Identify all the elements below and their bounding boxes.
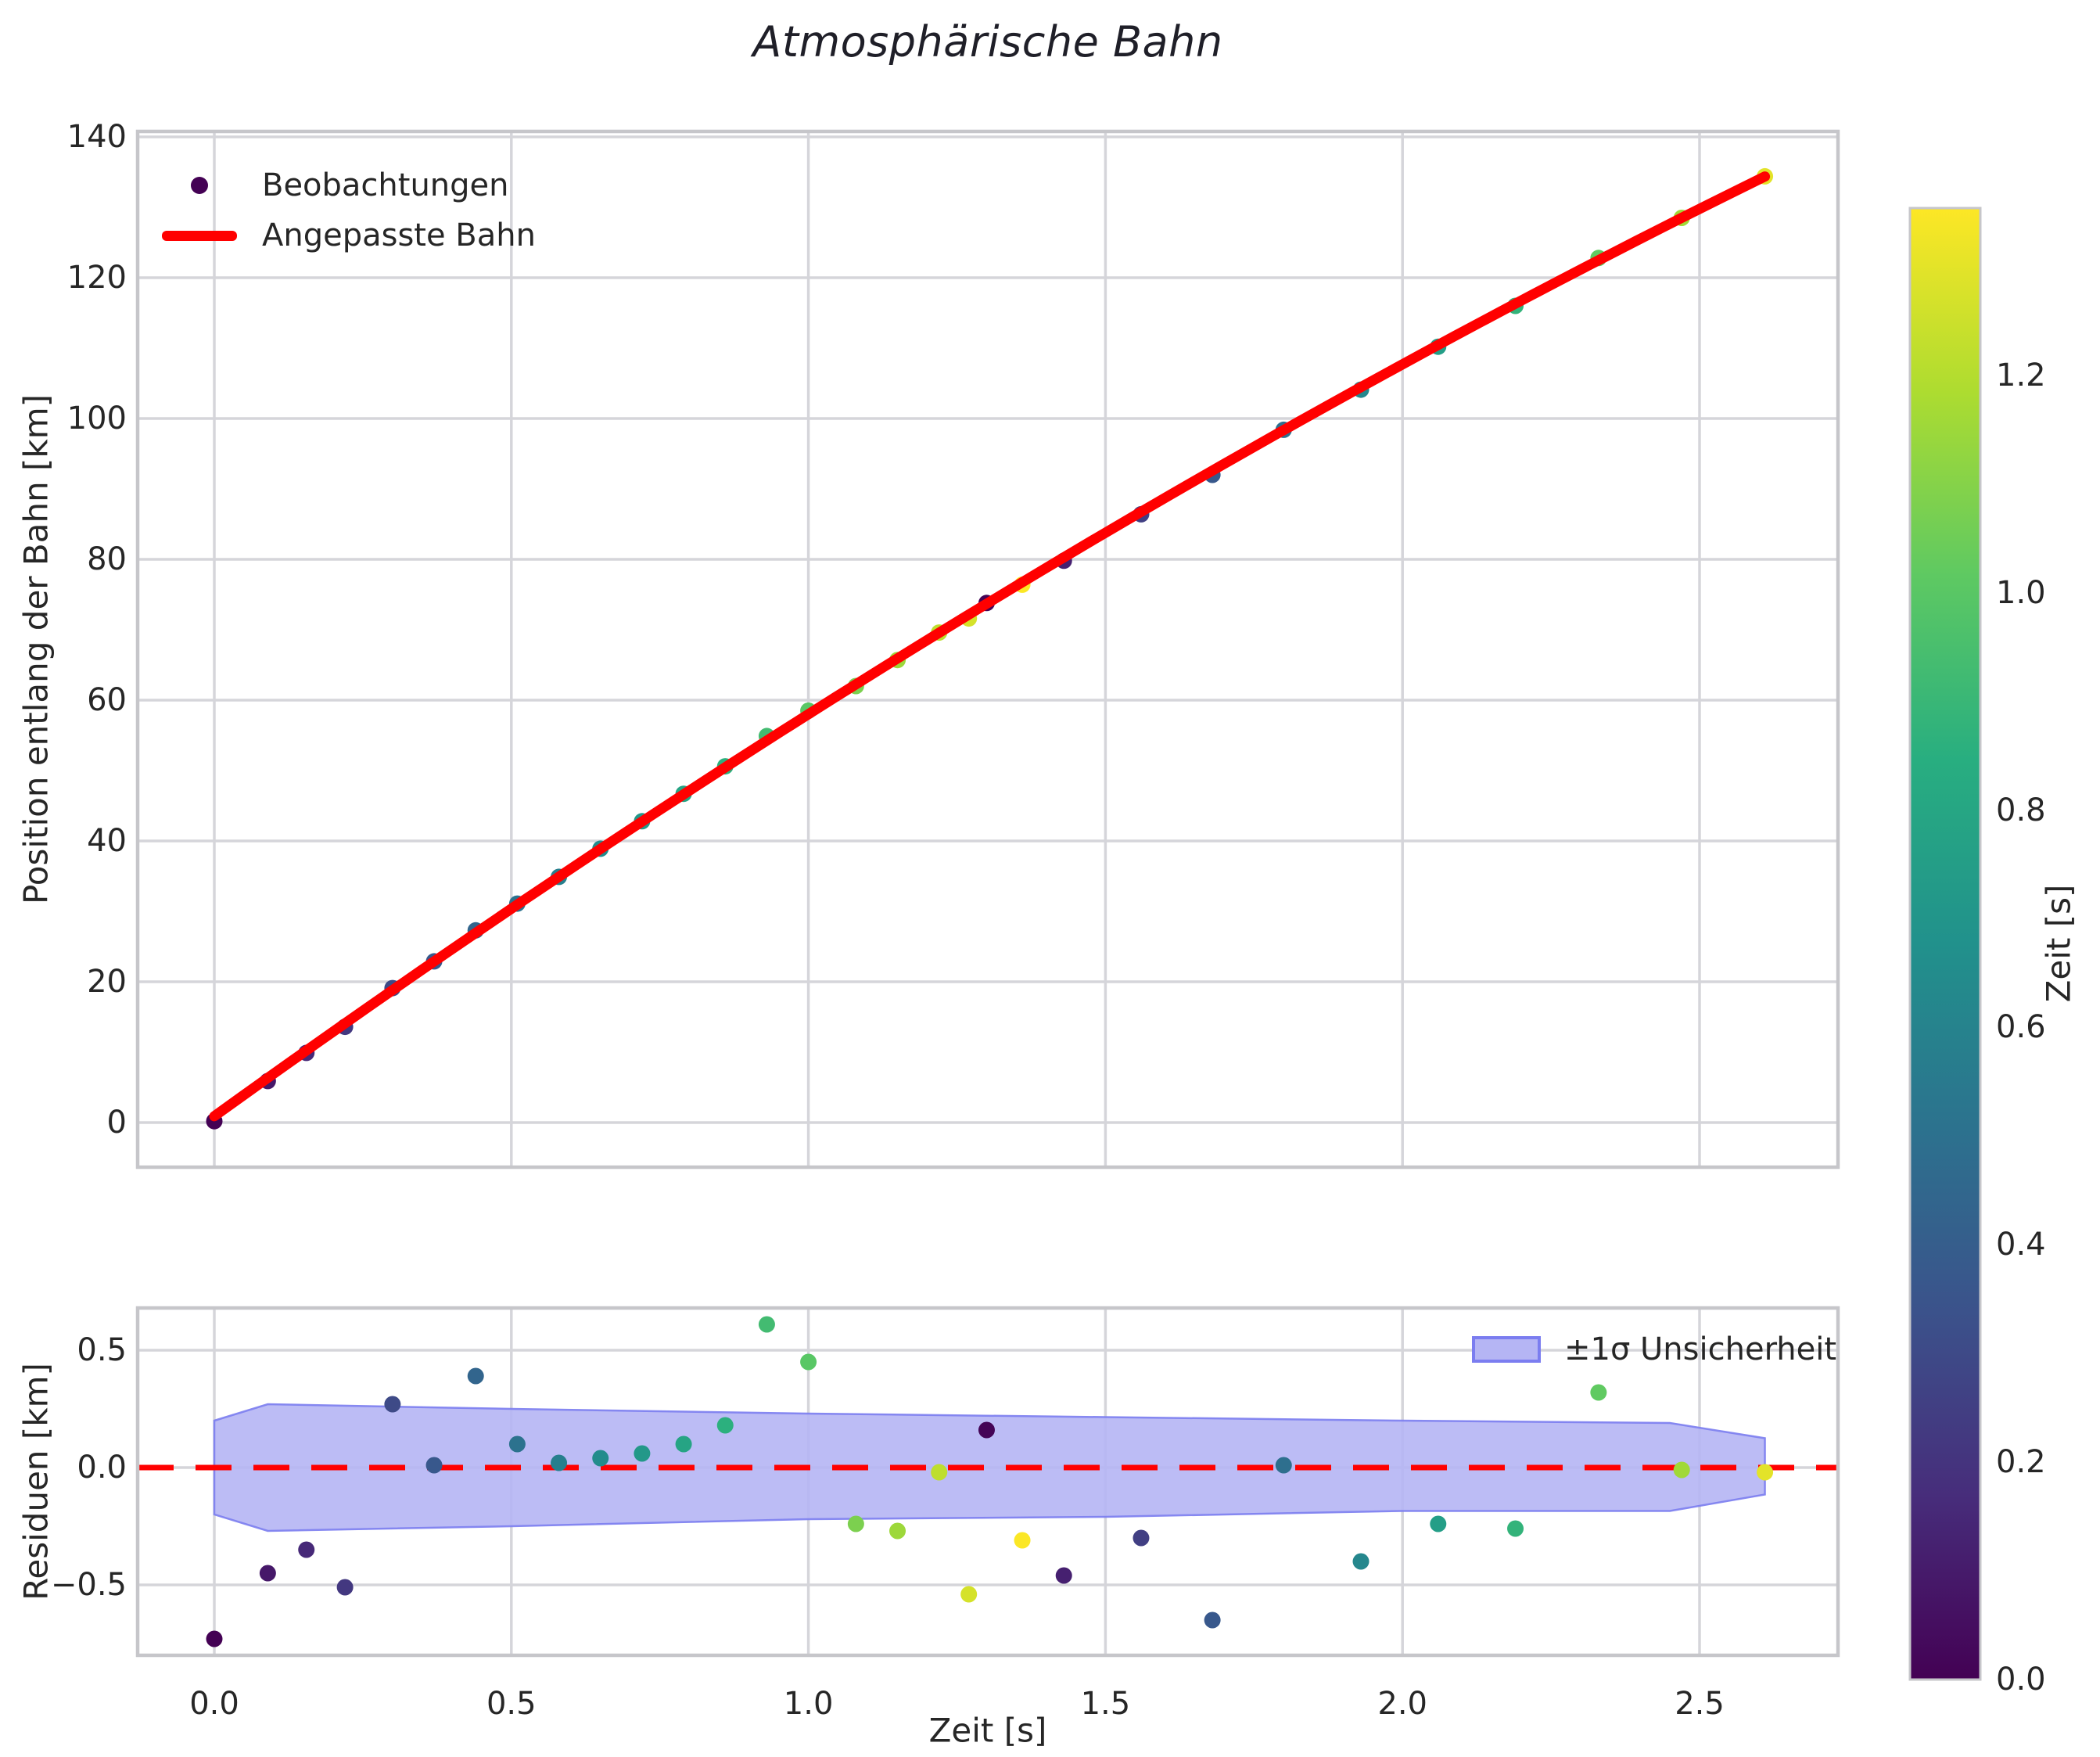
top-y-tick-label: 100	[66, 401, 127, 437]
legend-item-fitted-curve: Angepasste Bahn	[160, 210, 536, 260]
residual-point	[1673, 1461, 1690, 1479]
x-tick-label: 2.5	[1675, 1686, 1725, 1722]
residual-point	[259, 1565, 276, 1582]
fitted-curve-line-icon	[162, 230, 237, 241]
residual-point	[336, 1579, 354, 1596]
residual-point	[1275, 1457, 1292, 1474]
residual-point	[960, 1586, 978, 1603]
residual-point	[847, 1515, 864, 1532]
uncertainty-band-swatch-icon	[1472, 1336, 1541, 1363]
residual-point	[931, 1464, 948, 1481]
observations-dot-icon	[191, 177, 208, 194]
x-tick-label: 0.0	[189, 1686, 239, 1722]
legend-item-uncertainty: ±1σ Unsicherheit	[1472, 1331, 1836, 1368]
colorbar-tick-label: 0.2	[1996, 1444, 2046, 1481]
top-y-tick-label: 120	[66, 260, 127, 296]
legend-item-observations: Beobachtungen	[160, 160, 536, 210]
x-axis-label: Zeit [s]	[928, 1711, 1047, 1750]
colorbar-frame	[1908, 207, 1982, 1681]
fitted-curve	[209, 171, 1771, 1122]
legend-item-label: Beobachtungen	[262, 167, 509, 203]
residual-point	[467, 1367, 484, 1385]
legend-item-label: Angepasste Bahn	[262, 217, 536, 253]
top-y-tick-label: 140	[66, 119, 127, 155]
residual-point	[716, 1417, 734, 1434]
residual-point	[978, 1421, 995, 1439]
colorbar-tick-label: 1.0	[1996, 574, 2046, 611]
colorbar-tick-label: 0.6	[1996, 1009, 2046, 1046]
residual-point	[592, 1450, 609, 1467]
residual-y-tick-label: 0.5	[77, 1332, 127, 1368]
residual-y-tick-label: −0.5	[50, 1567, 127, 1603]
residual-point	[551, 1454, 568, 1471]
residual-point	[1430, 1515, 1447, 1532]
colorbar-tick-label: 0.4	[1996, 1227, 2046, 1263]
residual-point	[425, 1457, 443, 1474]
residual-point	[508, 1435, 526, 1453]
residual-point	[1055, 1567, 1072, 1584]
residual-point	[1757, 1464, 1774, 1481]
residual-y-axis-label: Residuen [km]	[16, 1363, 56, 1601]
top-y-axis-label: Position entlang der Bahn [km]	[16, 393, 56, 905]
residual-point	[1133, 1529, 1150, 1547]
x-tick-label: 0.5	[486, 1686, 537, 1722]
fitted-curve-marker-col	[160, 230, 239, 241]
residual-point	[1352, 1553, 1369, 1570]
x-tick-label: 2.0	[1377, 1686, 1427, 1722]
top-y-tick-label: 80	[87, 541, 127, 577]
colorbar	[1910, 208, 1980, 1680]
residual-legend: ±1σ Unsicherheit	[1472, 1331, 1836, 1368]
axes-spine	[135, 1306, 1840, 1658]
residual-point	[758, 1316, 775, 1333]
x-tick-label: 1.5	[1080, 1686, 1131, 1722]
top-y-tick-label: 40	[87, 823, 127, 859]
residual-point	[206, 1630, 223, 1647]
residual-point	[889, 1522, 906, 1540]
colorbar-tick-label: 1.2	[1996, 357, 2046, 393]
residual-point	[1507, 1520, 1524, 1537]
colorbar-tick-label: 0.0	[1996, 1662, 2046, 1698]
residual-point	[384, 1396, 401, 1413]
top-y-tick-label: 20	[87, 964, 127, 1000]
x-tick-label: 1.0	[783, 1686, 834, 1722]
observations-marker-col	[160, 177, 239, 194]
residual-y-tick-label: 0.0	[77, 1450, 127, 1486]
residual-point	[800, 1353, 817, 1371]
residual-point	[634, 1445, 651, 1462]
top-y-tick-label: 0	[106, 1105, 127, 1141]
page-title: Atmosphärische Bahn	[752, 17, 1223, 66]
axes-spine	[135, 129, 1840, 1170]
residual-point	[675, 1435, 692, 1453]
residual-point	[1014, 1532, 1031, 1549]
residual-point	[1590, 1384, 1607, 1401]
legend-item-label: ±1σ Unsicherheit	[1564, 1331, 1837, 1367]
residual-point	[1204, 1611, 1221, 1629]
colorbar-label: Zeit [s]	[2039, 884, 2078, 1003]
trajectory-legend: Beobachtungen Angepasste Bahn	[160, 160, 536, 260]
colorbar-tick-label: 0.8	[1996, 792, 2046, 828]
top-y-tick-label: 60	[87, 682, 127, 718]
uncertainty-band	[213, 1403, 1766, 1532]
residual-point	[298, 1541, 315, 1558]
